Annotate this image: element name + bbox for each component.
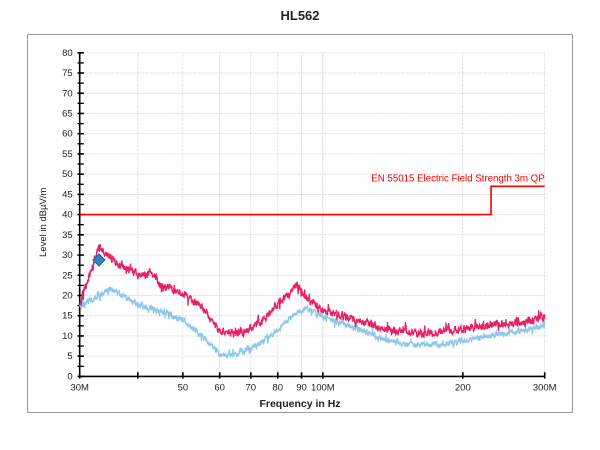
svg-text:80: 80 (272, 382, 283, 393)
svg-text:55: 55 (62, 149, 73, 160)
svg-text:30: 30 (62, 250, 73, 261)
svg-text:90: 90 (296, 382, 307, 393)
svg-text:70: 70 (246, 382, 257, 393)
svg-text:50: 50 (62, 169, 73, 180)
svg-text:50: 50 (178, 382, 189, 393)
svg-text:75: 75 (62, 68, 73, 79)
svg-text:10: 10 (62, 331, 73, 342)
svg-text:300M: 300M (533, 382, 557, 393)
svg-text:40: 40 (62, 210, 73, 221)
svg-text:80: 80 (62, 48, 73, 59)
svg-text:65: 65 (62, 108, 73, 119)
svg-text:25: 25 (62, 270, 73, 281)
svg-text:60: 60 (214, 382, 225, 393)
svg-text:35: 35 (62, 230, 73, 241)
svg-text:45: 45 (62, 189, 73, 200)
svg-text:200: 200 (455, 382, 471, 393)
svg-text:20: 20 (62, 291, 73, 302)
svg-text:70: 70 (62, 88, 73, 99)
svg-text:100M: 100M (311, 382, 335, 393)
svg-text:60: 60 (62, 129, 73, 140)
svg-text:15: 15 (62, 311, 73, 322)
svg-text:0: 0 (67, 371, 72, 382)
svg-text:30M: 30M (70, 382, 89, 393)
svg-text:EN 55015 Electric Field Stren: EN 55015 Electric Field Strength 3m QP (371, 173, 544, 184)
svg-text:5: 5 (67, 351, 72, 362)
